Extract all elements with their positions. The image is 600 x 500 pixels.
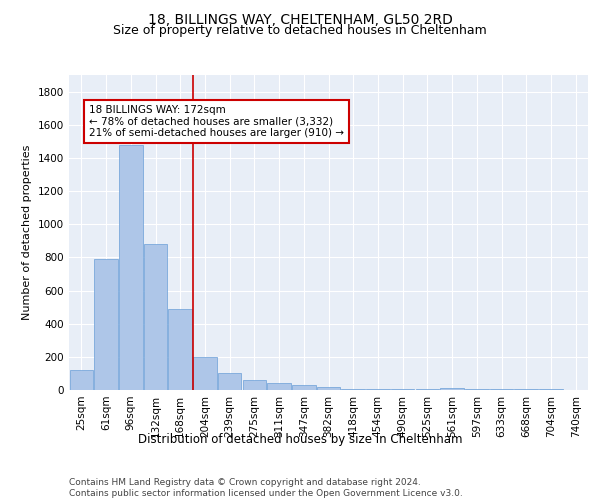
- Bar: [292, 385, 316, 390]
- Bar: [218, 372, 241, 390]
- Bar: [70, 370, 93, 390]
- Bar: [341, 388, 365, 390]
- Text: Size of property relative to detached houses in Cheltenham: Size of property relative to detached ho…: [113, 24, 487, 37]
- Bar: [119, 144, 143, 390]
- Text: 18 BILLINGS WAY: 172sqm
← 78% of detached houses are smaller (3,332)
21% of semi: 18 BILLINGS WAY: 172sqm ← 78% of detache…: [89, 105, 344, 138]
- Bar: [391, 389, 415, 390]
- Bar: [242, 380, 266, 390]
- Text: Distribution of detached houses by size in Cheltenham: Distribution of detached houses by size …: [138, 432, 462, 446]
- Bar: [169, 309, 192, 390]
- Bar: [268, 384, 291, 390]
- Text: Contains HM Land Registry data © Crown copyright and database right 2024.
Contai: Contains HM Land Registry data © Crown c…: [69, 478, 463, 498]
- Bar: [193, 357, 217, 390]
- Text: 18, BILLINGS WAY, CHELTENHAM, GL50 2RD: 18, BILLINGS WAY, CHELTENHAM, GL50 2RD: [148, 12, 452, 26]
- Bar: [317, 386, 340, 390]
- Bar: [416, 389, 439, 390]
- Y-axis label: Number of detached properties: Number of detached properties: [22, 145, 32, 320]
- Bar: [144, 244, 167, 390]
- Bar: [94, 259, 118, 390]
- Bar: [440, 388, 464, 390]
- Bar: [366, 389, 389, 390]
